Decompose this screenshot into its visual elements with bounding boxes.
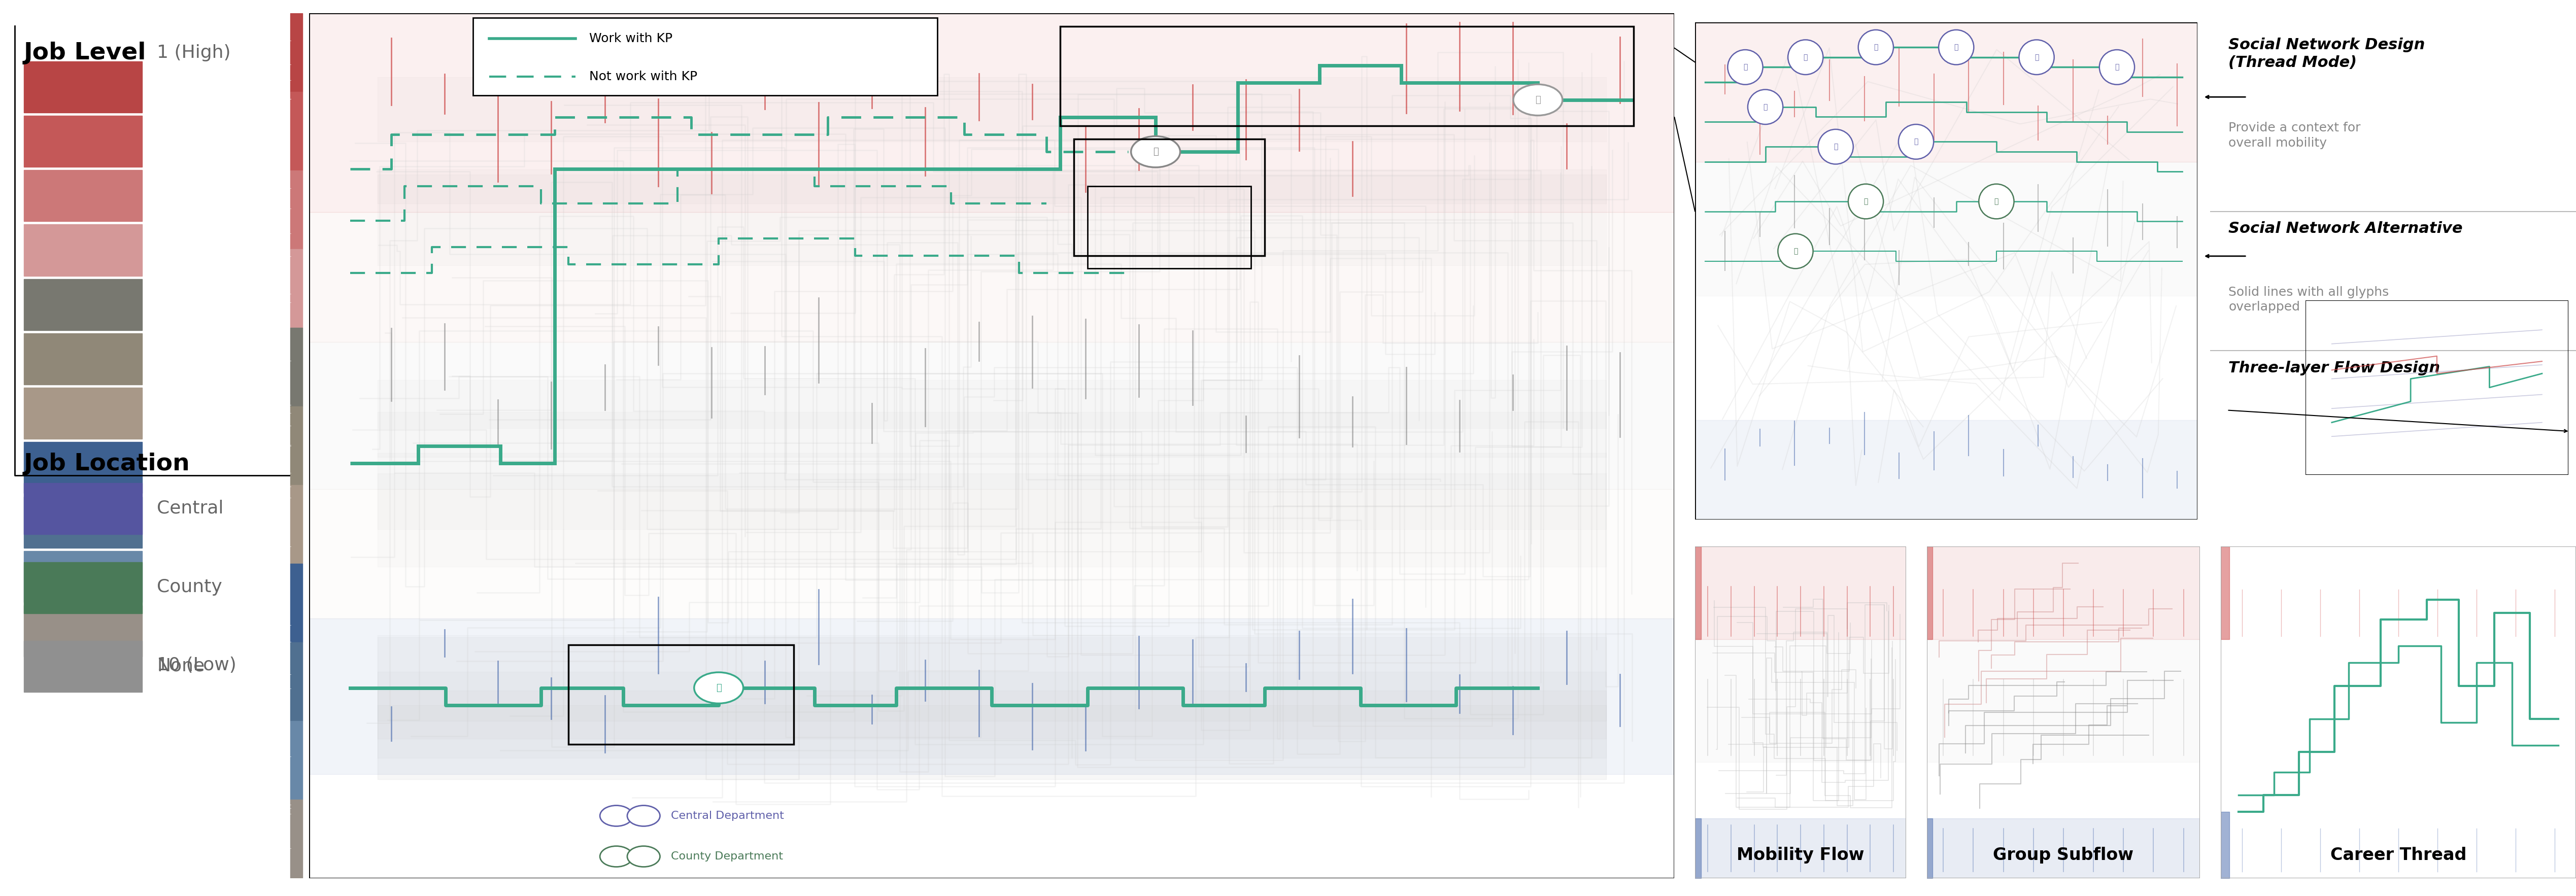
Bar [569,644,793,744]
Bar [291,92,301,170]
Circle shape [626,806,659,826]
Text: Group Subflow: Group Subflow [1994,847,2133,864]
Bar [309,212,1674,342]
Bar [291,799,301,878]
Circle shape [600,846,634,866]
Bar [291,642,301,721]
Circle shape [600,806,634,826]
Bar [23,279,142,330]
Bar [1927,818,2200,878]
Bar [1695,547,1906,640]
Text: 工: 工 [1744,64,1747,71]
Bar [23,551,142,602]
Bar [1061,26,1633,125]
Circle shape [1857,30,1893,65]
Bar [23,116,142,167]
Bar [1927,640,2200,762]
Circle shape [1788,39,1824,74]
Bar [1695,161,2197,296]
Text: Social Network Alternative: Social Network Alternative [2228,221,2463,236]
Bar [291,485,301,564]
Text: 無: 無 [1154,147,1159,156]
Text: Solid lines with all glyphs
overlapped: Solid lines with all glyphs overlapped [2228,286,2388,314]
Circle shape [693,672,744,703]
Bar [291,170,301,249]
Bar [1087,186,1252,269]
Text: Social Network Design
(Thread Mode): Social Network Design (Thread Mode) [2228,38,2424,70]
Circle shape [1747,90,1783,125]
Circle shape [1940,30,1973,65]
Text: 刑: 刑 [2115,64,2120,71]
Text: 10 (Low): 10 (Low) [157,657,237,674]
Text: Central Department: Central Department [670,811,783,821]
Circle shape [1847,184,1883,219]
Text: Central: Central [157,500,224,517]
Bar [1695,420,2197,520]
Bar [23,225,142,276]
Circle shape [2099,50,2136,84]
Circle shape [1978,184,2014,219]
Text: County: County [157,579,222,596]
Bar [291,407,301,485]
Text: Three-layer Flow Design: Three-layer Flow Design [2228,360,2439,375]
Circle shape [1131,136,1180,168]
Bar [23,333,142,384]
Circle shape [1728,50,1762,84]
Text: 常: 常 [1834,143,1837,151]
Bar [309,618,1674,774]
Text: Provide a context for
overall mobility: Provide a context for overall mobility [2228,122,2360,149]
Text: 刑: 刑 [1535,95,1540,105]
Bar [291,564,301,642]
Bar [291,13,301,92]
Bar [1695,22,2197,161]
Bar [23,61,142,113]
Text: 刑: 刑 [1803,54,1808,61]
Bar [23,442,142,494]
Text: None: None [157,658,204,675]
Circle shape [626,846,659,866]
Circle shape [1819,129,1852,164]
Text: Job Level: Job Level [23,41,147,65]
Text: County Department: County Department [670,851,783,862]
Bar [291,721,301,799]
Circle shape [2020,39,2053,74]
Bar [23,496,142,547]
Text: 閣: 閣 [2035,54,2038,61]
Text: 澤: 澤 [716,684,721,693]
Bar [291,249,301,328]
Text: 工: 工 [1862,198,1868,205]
Text: 工: 工 [1955,44,1958,51]
Bar [23,388,142,439]
Bar [23,483,142,534]
Text: 工: 工 [1994,198,1999,205]
Bar [1695,818,1906,878]
Text: Career Thread: Career Thread [2331,847,2465,864]
Bar [1074,139,1265,255]
Text: Not work with KP: Not work with KP [590,71,698,82]
Bar [23,641,142,692]
Text: Work with KP: Work with KP [590,32,672,45]
Bar [23,170,142,221]
Bar [23,606,142,657]
Bar [1695,640,1906,762]
Text: Job Location: Job Location [23,452,191,475]
Text: 蘇: 蘇 [1793,247,1798,254]
Bar [474,18,938,96]
Circle shape [1899,125,1935,159]
Text: 1 (High): 1 (High) [157,44,232,61]
Text: Mobility Flow: Mobility Flow [1736,847,1865,864]
Bar [23,562,142,613]
Text: 閣: 閣 [1762,103,1767,110]
Bar [1927,547,2200,640]
Text: 刑: 刑 [1873,44,1878,51]
Bar [309,13,1674,212]
Bar [309,342,1674,489]
Circle shape [1777,234,1814,269]
Circle shape [1512,84,1564,116]
Text: 關: 關 [1914,138,1919,145]
Bar [309,489,1674,618]
Bar [291,328,301,407]
